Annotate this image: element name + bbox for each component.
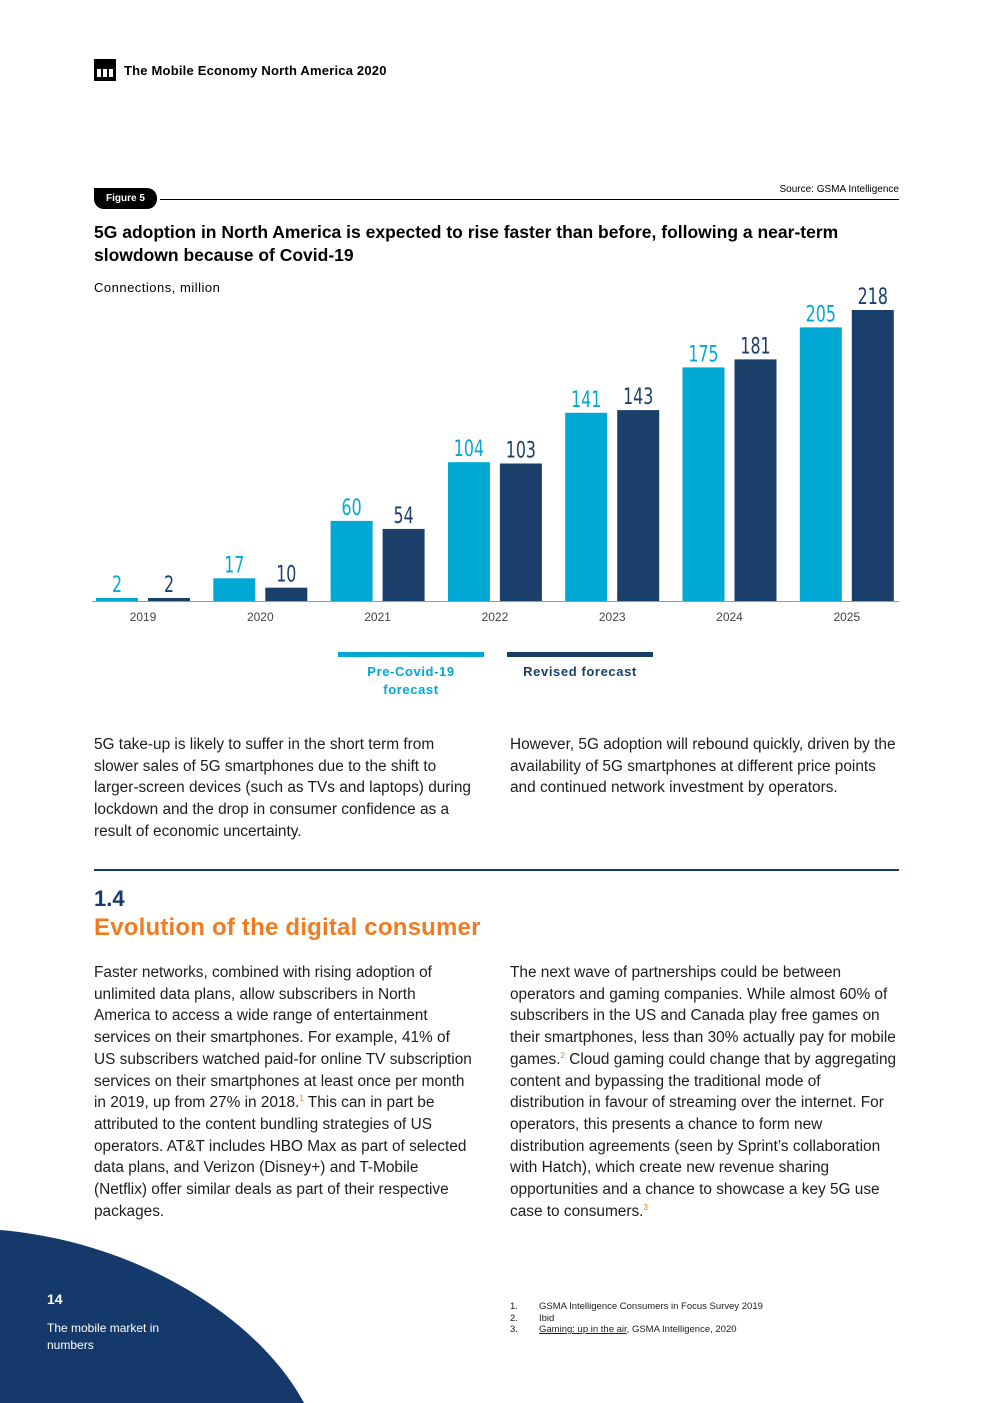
x-tick-label-2025: 2025 bbox=[833, 610, 860, 624]
footnote-text: GSMA Intelligence Consumers in Focus Sur… bbox=[539, 1301, 763, 1312]
x-tick-label-2022: 2022 bbox=[482, 610, 509, 624]
legend-swatch-revised bbox=[507, 652, 653, 657]
section-text-right: The next wave of partnerships could be b… bbox=[510, 962, 898, 1222]
footnote-ref-1[interactable]: 1 bbox=[299, 1094, 304, 1104]
section-text-right-a: The next wave of partnerships could be b… bbox=[510, 964, 896, 1068]
data-label-pre-covid-2022: 104 bbox=[454, 436, 484, 462]
bar-pre-covid-2023 bbox=[565, 412, 608, 601]
bar-pre-covid-2020 bbox=[213, 578, 256, 601]
section-text-left: Faster networks, combined with rising ad… bbox=[94, 962, 474, 1222]
section-title: Evolution of the digital consumer bbox=[94, 914, 481, 941]
x-tick-label-2020: 2020 bbox=[247, 610, 274, 624]
section-text-right-b: Cloud gaming could change that by aggreg… bbox=[510, 1050, 897, 1220]
footer-corner-shape bbox=[0, 1230, 304, 1403]
footer-section-name: The mobile market in numbers bbox=[47, 1321, 160, 1352]
footnote-link[interactable]: Gaming: up in the air bbox=[539, 1324, 627, 1335]
bar-group-2021: 60 54 bbox=[330, 494, 425, 601]
data-label-pre-covid-2023: 141 bbox=[571, 386, 601, 412]
section-number: 1.4 bbox=[94, 886, 125, 911]
section-text-left-a: Faster networks, combined with rising ad… bbox=[94, 964, 472, 1112]
report-title: The Mobile Economy North America 2020 bbox=[124, 62, 387, 78]
data-label-revised-2020: 10 bbox=[276, 561, 296, 587]
data-label-revised-2025: 218 bbox=[858, 283, 888, 309]
bar-pre-covid-2025 bbox=[799, 327, 842, 601]
legend-label-revised: Revised forecast bbox=[523, 664, 637, 679]
figure-commentary-left: 5G take-up is likely to suffer in the sh… bbox=[94, 736, 471, 840]
bar-revised-2023 bbox=[617, 410, 660, 601]
legend-label-pre-covid: Pre-Covid-19 forecast bbox=[367, 664, 455, 697]
chart-unit-label: Connections, million bbox=[94, 280, 221, 295]
bar-group-2020: 17 10 bbox=[213, 552, 308, 601]
figure-tag: Figure 5 bbox=[94, 188, 157, 209]
x-tick-label-2021: 2021 bbox=[364, 610, 391, 624]
data-label-revised-2019: 2 bbox=[164, 571, 174, 597]
x-tick-label-2019: 2019 bbox=[130, 610, 157, 624]
figure-title: 5G adoption in North America is expected… bbox=[94, 222, 839, 265]
figure-rule bbox=[160, 199, 899, 200]
x-tick-label-2023: 2023 bbox=[599, 610, 626, 624]
bar-revised-2021 bbox=[382, 528, 425, 601]
data-label-pre-covid-2025: 205 bbox=[806, 301, 836, 327]
bar-revised-2022 bbox=[499, 463, 542, 601]
footnote-text: Ibid bbox=[539, 1312, 555, 1324]
data-label-revised-2023: 143 bbox=[623, 383, 653, 409]
data-label-revised-2024: 181 bbox=[740, 333, 770, 359]
footnotes: 1. GSMA Intelligence Consumers in Focus … bbox=[510, 1301, 763, 1336]
data-label-pre-covid-2020: 17 bbox=[224, 552, 244, 578]
page-number: 14 bbox=[47, 1291, 63, 1307]
bar-group-2025: 205 218 bbox=[799, 283, 894, 601]
x-tick-label-2024: 2024 bbox=[716, 610, 743, 624]
legend-pre-covid: Pre-Covid-19 forecast bbox=[338, 652, 484, 699]
data-label-revised-2022: 103 bbox=[506, 437, 536, 463]
footnote-item: 1. GSMA Intelligence Consumers in Focus … bbox=[510, 1301, 763, 1313]
footnote-ref-3[interactable]: 3 bbox=[643, 1202, 648, 1212]
footnote-ref-2[interactable]: 2 bbox=[560, 1050, 565, 1060]
bar-revised-2020 bbox=[265, 587, 308, 601]
legend-revised: Revised forecast bbox=[507, 652, 653, 681]
section-text-left-b: This can in part be attributed to the co… bbox=[94, 1094, 467, 1220]
footnote-text: , GSMA Intelligence, 2020 bbox=[626, 1324, 737, 1335]
figure-source: Source: GSMA Intelligence bbox=[779, 184, 899, 195]
bar-pre-covid-2019 bbox=[96, 598, 138, 601]
footnote-number: 1. bbox=[510, 1301, 518, 1312]
bar-group-2022: 104 103 bbox=[447, 436, 542, 601]
bar-pre-covid-2024 bbox=[682, 367, 725, 601]
legend-swatch-pre-covid bbox=[338, 652, 484, 657]
data-label-revised-2021: 54 bbox=[394, 502, 414, 528]
section-divider bbox=[94, 869, 899, 871]
bar-pre-covid-2022 bbox=[447, 462, 490, 601]
page-header: The Mobile Economy North America 2020 bbox=[94, 59, 387, 81]
footnote-number: 2. bbox=[510, 1312, 518, 1324]
footnote-number: 3. bbox=[510, 1324, 518, 1335]
figure-commentary-right: However, 5G adoption will rebound quickl… bbox=[510, 736, 896, 797]
bar-pre-covid-2021 bbox=[330, 520, 373, 601]
mobile-economy-logo-icon bbox=[94, 59, 116, 81]
bar-revised-2024 bbox=[734, 359, 777, 601]
bar-group-2024: 175 181 bbox=[682, 333, 777, 601]
data-label-pre-covid-2021: 60 bbox=[342, 494, 362, 520]
bar-revised-2019 bbox=[148, 598, 190, 601]
bar-group-2023: 141 143 bbox=[565, 383, 660, 601]
footnote-item: 3. Gaming: up in the air, GSMA Intellige… bbox=[510, 1324, 763, 1336]
data-label-pre-covid-2019: 2 bbox=[112, 571, 122, 597]
footnote-item: 2. Ibid bbox=[510, 1313, 763, 1325]
bar-revised-2025 bbox=[851, 310, 894, 601]
data-label-pre-covid-2024: 175 bbox=[688, 341, 718, 367]
